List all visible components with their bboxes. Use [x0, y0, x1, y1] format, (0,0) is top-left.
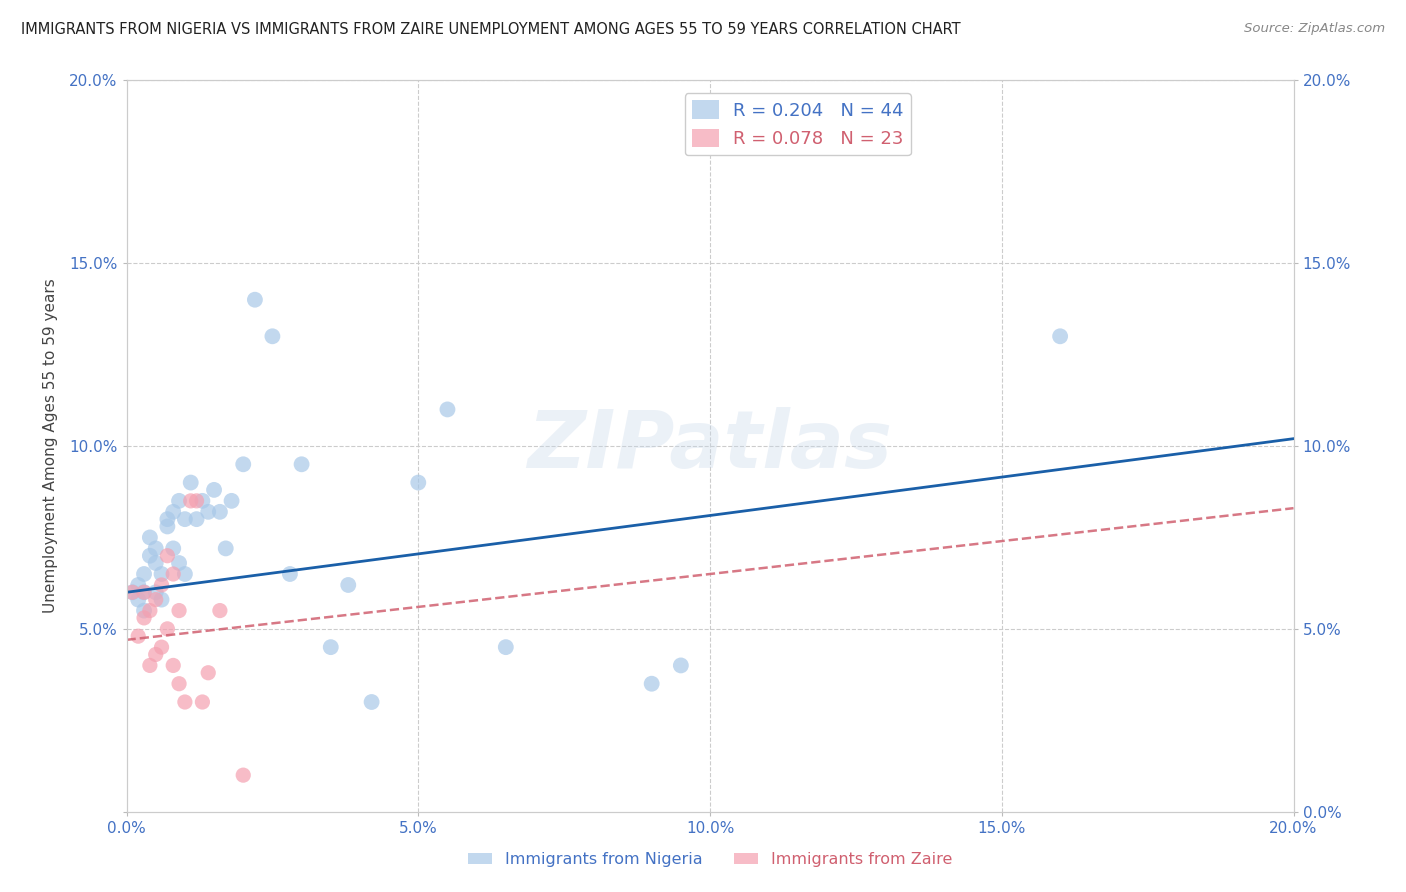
Point [640, 676, 664, 690]
Point [121, 585, 143, 599]
Point [156, 519, 179, 533]
Point [319, 640, 342, 655]
Point [156, 512, 179, 526]
Point [150, 592, 173, 607]
Point [191, 695, 214, 709]
Point [174, 512, 197, 526]
Point [180, 475, 202, 490]
Point [132, 603, 155, 617]
Point [156, 549, 179, 563]
Point [221, 493, 243, 508]
Point [132, 567, 155, 582]
Point [262, 329, 284, 343]
Text: ZIPatlas: ZIPatlas [527, 407, 893, 485]
Point [156, 622, 179, 636]
Point [191, 493, 214, 508]
Point [145, 541, 167, 556]
Point [197, 505, 219, 519]
Point [139, 603, 162, 617]
Point [1049, 329, 1071, 343]
Point [197, 665, 219, 680]
Point [232, 458, 254, 472]
Point [360, 695, 382, 709]
Point [150, 640, 173, 655]
Point [145, 556, 167, 570]
Point [145, 648, 167, 662]
Point [150, 567, 173, 582]
Point [186, 493, 208, 508]
Point [145, 585, 167, 599]
Point [167, 603, 190, 617]
Point [495, 640, 517, 655]
Point [139, 549, 162, 563]
Y-axis label: Unemployment Among Ages 55 to 59 years: Unemployment Among Ages 55 to 59 years [44, 278, 58, 614]
Point [337, 578, 360, 592]
Point [162, 658, 184, 673]
Point [436, 402, 458, 417]
Point [174, 695, 197, 709]
Point [669, 658, 692, 673]
Point [162, 505, 184, 519]
Point [127, 592, 149, 607]
Point [139, 530, 162, 544]
Point [174, 567, 197, 582]
Point [208, 505, 231, 519]
Point [167, 676, 190, 690]
Point [150, 578, 173, 592]
Point [167, 493, 190, 508]
Point [408, 475, 430, 490]
Point [162, 541, 184, 556]
Point [278, 567, 301, 582]
Point [162, 567, 184, 582]
Point [215, 541, 238, 556]
Point [243, 293, 266, 307]
Point [145, 592, 167, 607]
Point [121, 585, 143, 599]
Point [127, 578, 149, 592]
Point [132, 585, 155, 599]
Point [756, 128, 779, 143]
Legend: Immigrants from Nigeria, Immigrants from Zaire: Immigrants from Nigeria, Immigrants from… [461, 846, 959, 873]
Point [132, 585, 155, 599]
Point [186, 512, 208, 526]
Point [290, 458, 312, 472]
Point [232, 768, 254, 782]
Text: Source: ZipAtlas.com: Source: ZipAtlas.com [1244, 22, 1385, 36]
Point [208, 603, 231, 617]
Point [202, 483, 225, 497]
Point [127, 629, 149, 643]
Text: IMMIGRANTS FROM NIGERIA VS IMMIGRANTS FROM ZAIRE UNEMPLOYMENT AMONG AGES 55 TO 5: IMMIGRANTS FROM NIGERIA VS IMMIGRANTS FR… [21, 22, 960, 37]
Point [180, 493, 202, 508]
Point [167, 556, 190, 570]
Point [139, 658, 162, 673]
Point [132, 611, 155, 625]
